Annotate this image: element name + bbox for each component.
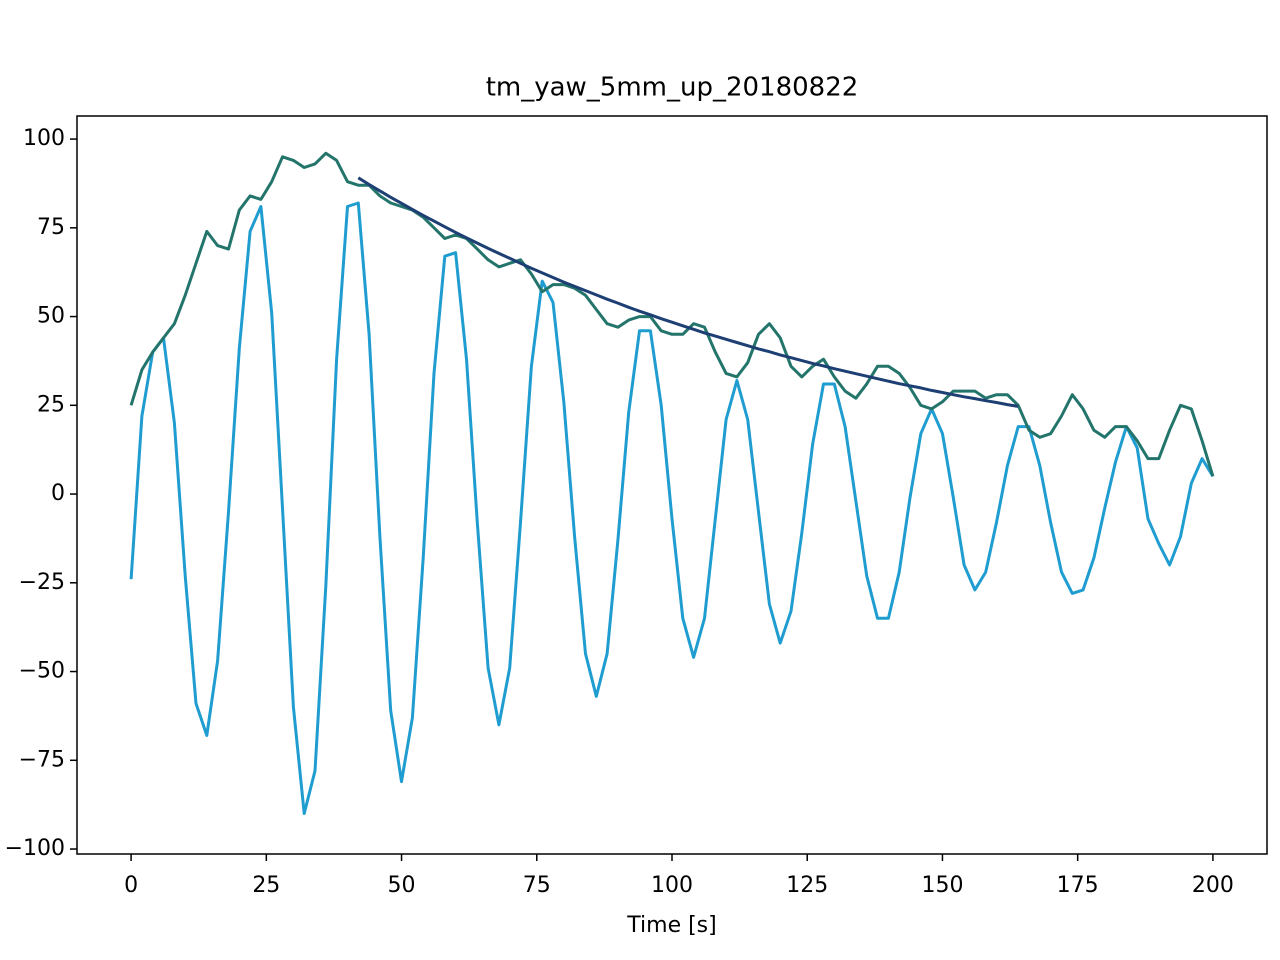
x-tick-label: 50 — [388, 873, 416, 898]
y-tick-label: 25 — [37, 392, 65, 417]
data-line — [129, 151, 1215, 477]
y-tick-label: −50 — [19, 659, 65, 684]
y-tick-label: −25 — [19, 570, 65, 595]
y-tick-label: 75 — [37, 215, 65, 240]
chart-title: tm_yaw_5mm_up_20180822 — [486, 73, 859, 103]
x-tick-label: 25 — [252, 873, 280, 898]
x-tick-label: 150 — [921, 873, 963, 898]
y-tick-label: −75 — [19, 747, 65, 772]
data-line — [129, 201, 1215, 815]
x-tick-label: 100 — [651, 873, 693, 898]
plot-frame — [76, 115, 1268, 855]
y-tick-label: 50 — [37, 304, 65, 329]
x-tick-label: 200 — [1192, 873, 1234, 898]
data-line — [357, 176, 1019, 408]
x-tick-label: 75 — [523, 873, 551, 898]
x-axis-label: Time [s] — [626, 913, 716, 938]
y-tick-label: 0 — [51, 481, 65, 506]
y-tick-label: −100 — [5, 836, 65, 861]
x-tick-label: 175 — [1057, 873, 1099, 898]
y-tick-label: 100 — [23, 126, 65, 151]
x-tick-label: 0 — [124, 873, 138, 898]
x-tick-label: 125 — [786, 873, 828, 898]
